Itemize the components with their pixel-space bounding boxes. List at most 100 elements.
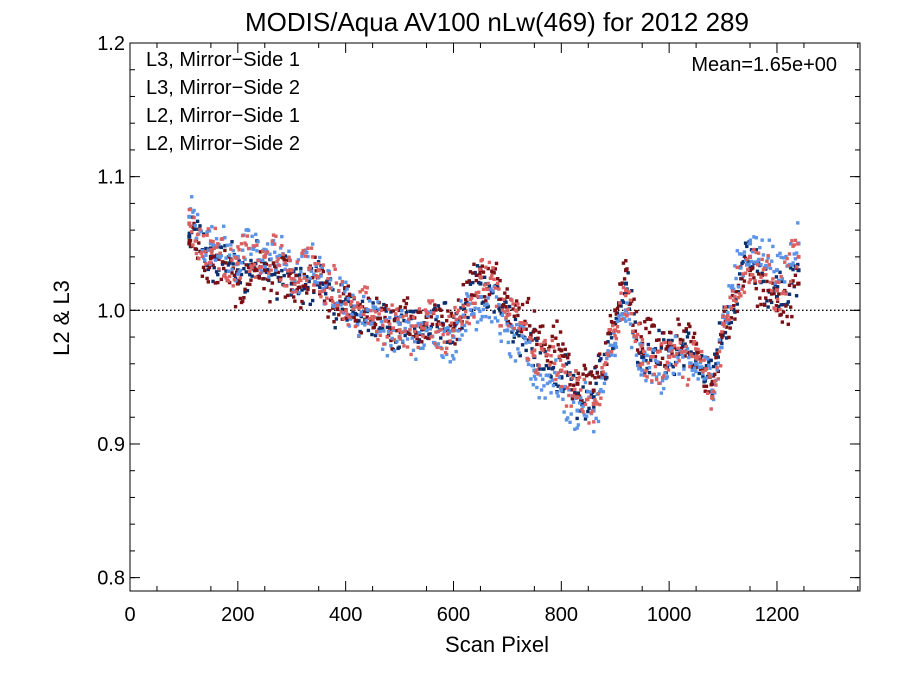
data-point bbox=[434, 330, 438, 334]
data-point bbox=[561, 342, 565, 346]
data-point bbox=[397, 308, 401, 313]
data-point bbox=[639, 373, 643, 377]
data-point bbox=[624, 319, 628, 323]
data-point bbox=[402, 298, 406, 303]
data-point bbox=[582, 377, 586, 382]
data-point bbox=[565, 386, 570, 390]
data-point bbox=[632, 297, 636, 301]
data-point bbox=[551, 383, 556, 388]
data-point bbox=[524, 327, 528, 331]
data-point bbox=[777, 292, 781, 296]
data-point bbox=[703, 379, 707, 383]
data-point bbox=[430, 322, 435, 327]
data-point bbox=[786, 300, 790, 304]
data-point bbox=[769, 259, 774, 263]
data-point bbox=[227, 274, 232, 279]
data-point bbox=[316, 260, 321, 264]
data-point bbox=[628, 322, 633, 326]
data-point bbox=[360, 288, 365, 292]
data-point bbox=[683, 349, 687, 353]
legend-entry-l2-ms1: L2, Mirror−Side 1 bbox=[146, 105, 300, 127]
data-point bbox=[478, 274, 483, 279]
data-point bbox=[737, 272, 742, 276]
data-point bbox=[274, 266, 278, 271]
data-point bbox=[276, 275, 280, 280]
data-point bbox=[684, 329, 688, 334]
data-point bbox=[358, 290, 362, 294]
data-point bbox=[785, 256, 789, 261]
data-point bbox=[405, 296, 410, 300]
data-point bbox=[575, 381, 580, 386]
data-point bbox=[713, 372, 717, 377]
data-point bbox=[187, 207, 192, 212]
data-point bbox=[505, 308, 510, 313]
data-point bbox=[682, 364, 686, 368]
data-point bbox=[372, 325, 377, 329]
data-point bbox=[694, 355, 699, 360]
data-point bbox=[300, 299, 304, 304]
data-point bbox=[315, 274, 320, 279]
data-point bbox=[371, 301, 375, 305]
data-point bbox=[612, 346, 616, 350]
data-point bbox=[270, 281, 275, 285]
data-point bbox=[276, 270, 280, 275]
data-point bbox=[475, 320, 480, 324]
data-point bbox=[403, 333, 407, 338]
data-point bbox=[301, 284, 305, 288]
data-point bbox=[255, 268, 259, 273]
data-point bbox=[660, 376, 665, 380]
data-point bbox=[378, 329, 382, 334]
data-point bbox=[412, 329, 417, 334]
data-point bbox=[382, 342, 386, 346]
data-point bbox=[456, 329, 461, 333]
data-point bbox=[561, 397, 565, 401]
data-point bbox=[771, 244, 775, 249]
data-point bbox=[683, 342, 687, 346]
data-point bbox=[392, 318, 397, 323]
data-point bbox=[312, 272, 316, 277]
data-point bbox=[273, 264, 277, 268]
data-point bbox=[469, 293, 474, 297]
data-point bbox=[724, 336, 729, 340]
data-point bbox=[201, 256, 206, 260]
data-point bbox=[546, 348, 551, 352]
data-point bbox=[577, 401, 582, 405]
data-point bbox=[231, 262, 235, 266]
data-point bbox=[593, 398, 597, 402]
data-point bbox=[784, 254, 788, 259]
data-point bbox=[711, 364, 716, 369]
data-point bbox=[338, 294, 342, 299]
data-point bbox=[734, 297, 738, 302]
data-point bbox=[409, 352, 413, 357]
plot-frame bbox=[129, 42, 861, 592]
data-point bbox=[748, 238, 753, 242]
data-point bbox=[306, 246, 310, 250]
data-point bbox=[340, 283, 345, 287]
data-point bbox=[481, 307, 486, 312]
data-point bbox=[709, 383, 713, 387]
data-point bbox=[269, 288, 273, 293]
data-point bbox=[682, 367, 686, 371]
data-point bbox=[366, 308, 371, 312]
data-point bbox=[608, 332, 613, 336]
data-point bbox=[332, 312, 336, 316]
data-point bbox=[753, 278, 757, 283]
data-point bbox=[520, 302, 525, 307]
data-point bbox=[546, 366, 551, 370]
data-point bbox=[796, 254, 801, 259]
data-point bbox=[730, 293, 735, 298]
data-point bbox=[676, 355, 680, 360]
data-point bbox=[459, 306, 463, 310]
data-point bbox=[659, 391, 664, 395]
data-point bbox=[765, 265, 769, 270]
data-point bbox=[319, 294, 323, 299]
data-point bbox=[621, 285, 626, 290]
data-point bbox=[290, 290, 295, 295]
data-point bbox=[732, 307, 736, 312]
data-point bbox=[663, 340, 667, 345]
data-point bbox=[591, 395, 596, 400]
data-point bbox=[498, 309, 502, 313]
data-point bbox=[370, 315, 374, 319]
data-point bbox=[507, 352, 512, 356]
data-point bbox=[570, 376, 575, 380]
